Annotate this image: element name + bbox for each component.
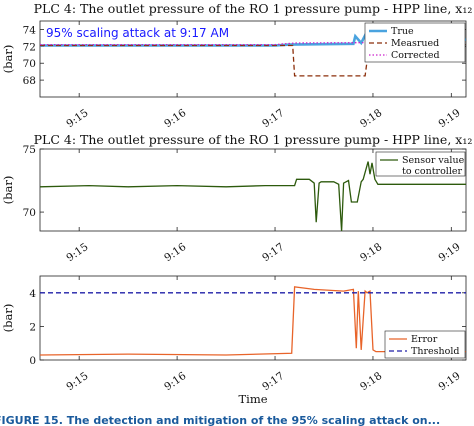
- y-tick-label: 68: [23, 75, 36, 87]
- x-tick-label: 9:16: [162, 370, 188, 394]
- y-axis-label: (bar): [1, 304, 15, 333]
- legend-label: Corrected: [391, 50, 440, 61]
- y-tick-label: 75: [23, 144, 36, 156]
- legend-box: [384, 330, 466, 359]
- plot-frame: [39, 148, 467, 232]
- y-tick-label: 2: [29, 321, 36, 333]
- y-tick-label: 70: [23, 207, 36, 219]
- x-tick-label: 9:15: [64, 241, 90, 264]
- legend-box: [375, 151, 466, 177]
- figure-caption: FIGURE 15. The detection and mitigation …: [0, 414, 440, 426]
- y-axis-label: (bar): [1, 176, 15, 205]
- y-tick-label: 4: [29, 288, 36, 300]
- x-tick-label: 9:16: [162, 241, 188, 265]
- x-tick-label: 9:17: [260, 241, 286, 264]
- y-tick-label: 70: [23, 58, 36, 70]
- legend-label: to controller: [402, 166, 462, 177]
- legend-label: Measrued: [391, 38, 439, 49]
- chart1-panel: 68 70 72 74 9:15 9:16 9:17 9:18 9:19 (bar) TrueMea…: [1, 20, 467, 131]
- y-axis-label: (bar): [1, 45, 15, 74]
- series-line-sensor-value-to-controller: [40, 161, 466, 231]
- legend-label: Error: [411, 334, 438, 345]
- series-line-error: [40, 286, 466, 356]
- plot-frame: [39, 20, 467, 98]
- x-tick-label: 9:15: [64, 370, 90, 393]
- x-tick-label: 9:17: [260, 370, 286, 393]
- legend-label: True: [391, 26, 414, 37]
- x-tick-label: 9:18: [358, 241, 384, 264]
- legend-label: Sensor value: [402, 155, 465, 166]
- y-tick-label: 72: [23, 41, 36, 53]
- x-tick-label: 9:16: [162, 107, 188, 131]
- chart2-panel: 70 75 9:15 9:16 9:17 9:18 9:19 (bar) Sensor valu…: [1, 144, 467, 265]
- x-tick-label: 9:19: [436, 370, 462, 393]
- legend-label: Threshold: [411, 346, 459, 357]
- x-tick-label: 9:18: [358, 370, 384, 393]
- x-tick-label: 9:18: [358, 107, 384, 130]
- x-tick-label: 9:19: [436, 107, 462, 130]
- x-tick-label: 9:15: [64, 107, 90, 130]
- chart3-xlabel: Time: [238, 392, 267, 406]
- chart2-title: PLC 4: The outlet pressure of the RO 1 p…: [34, 132, 473, 147]
- y-tick-label: 74: [23, 24, 37, 36]
- plot-frame: [39, 275, 467, 361]
- x-tick-label: 9:17: [260, 107, 286, 130]
- x-tick-label: 9:19: [436, 241, 462, 264]
- attack-annotation: 95% scaling attack at 9:17 AM: [46, 26, 229, 40]
- chart3-panel: 0 2 4 9:15 9:16 9:17 9:18 9:19 (bar) ErrorThresho…: [1, 275, 467, 394]
- chart1-title: PLC 4: The outlet pressure of the RO 1 p…: [34, 1, 473, 16]
- y-tick-label: 0: [29, 355, 36, 367]
